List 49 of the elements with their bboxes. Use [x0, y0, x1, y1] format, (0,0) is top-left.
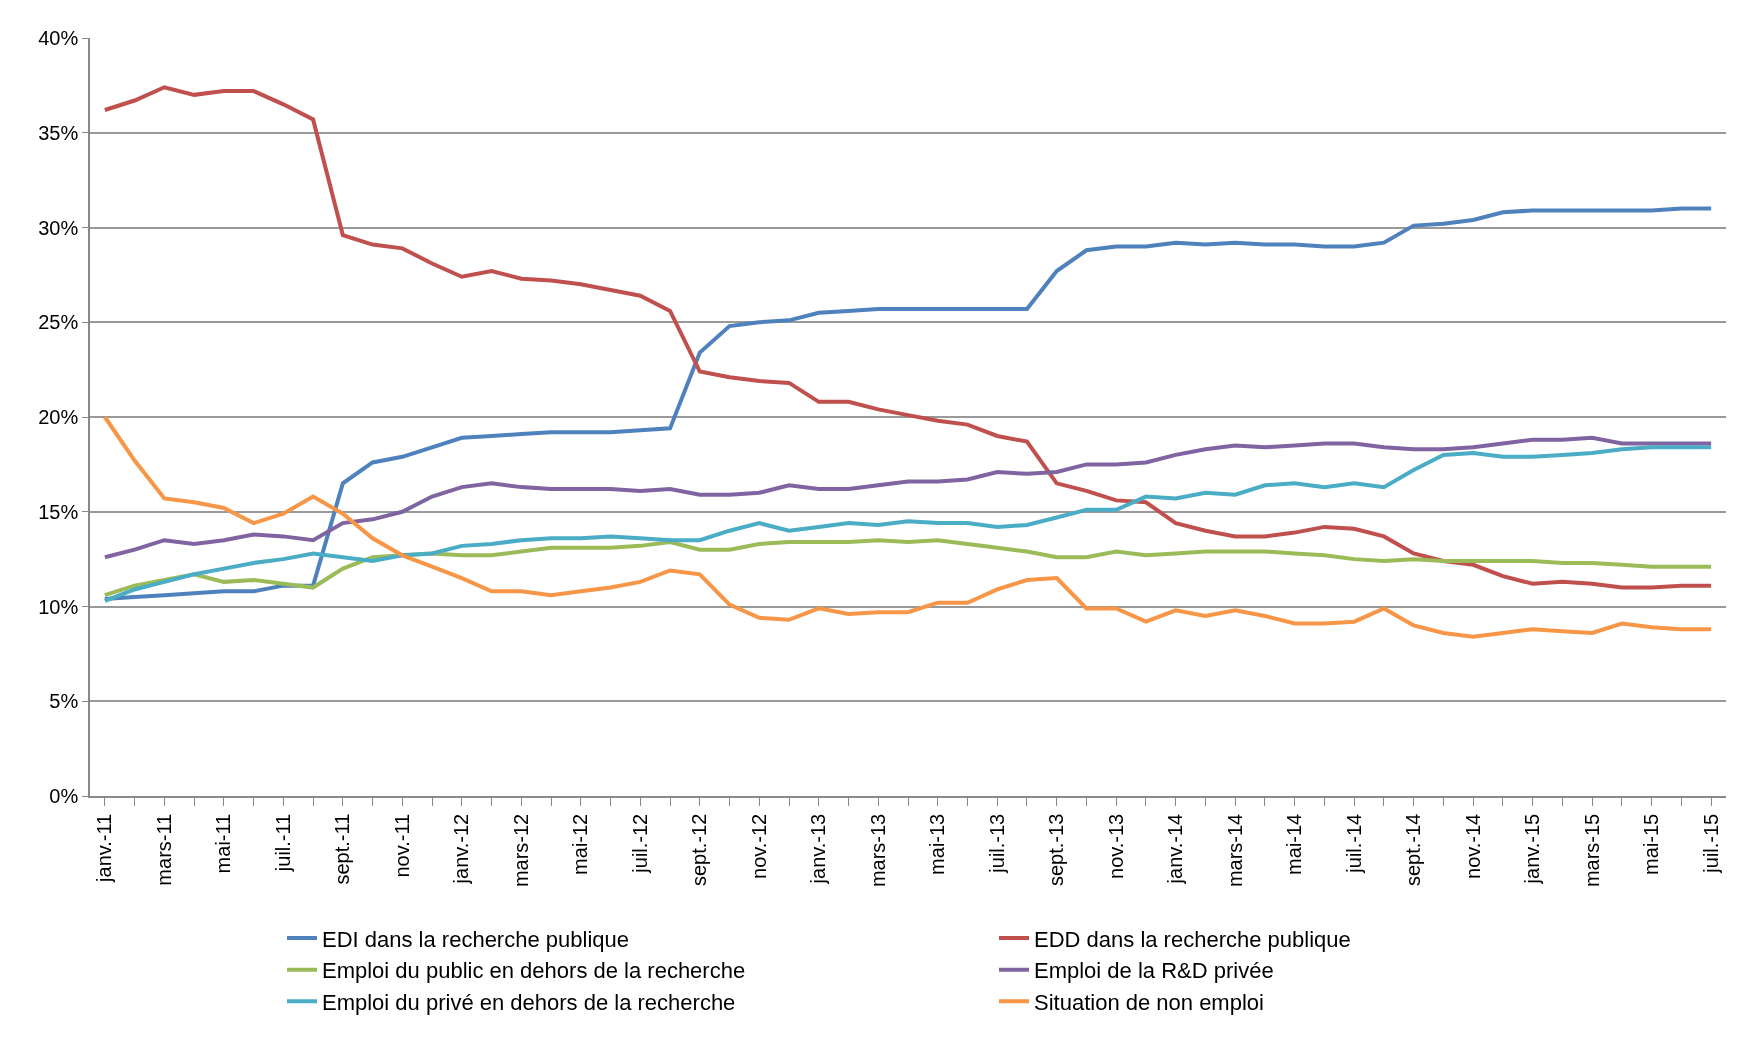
x-tick-label: mai-11	[212, 813, 235, 874]
x-tick-label: nov.-14	[1461, 813, 1484, 879]
x-tick-label: sept.-12	[688, 813, 711, 887]
x-tick-label: juil.-11	[271, 813, 294, 873]
y-tick-label: 10%	[38, 595, 79, 618]
legend-label: Emploi du public en dehors de la recherche	[322, 958, 746, 984]
legend-label: Situation de non emploi	[1034, 989, 1264, 1015]
x-tick-label: nov.-12	[747, 813, 770, 879]
x-tick-label: mars-13	[866, 813, 889, 888]
x-tick-label: juil.-15	[1699, 813, 1722, 874]
x-tick-label: janv.-14	[1164, 813, 1187, 885]
legend-label: Emploi du privé en dehors de la recherche	[322, 989, 736, 1015]
x-tick-label: mai-14	[1283, 813, 1306, 875]
x-tick-label: mars-12	[509, 813, 532, 888]
line-series	[102, 415, 1714, 639]
x-tick-label: sept.-13	[1045, 813, 1068, 887]
x-tick-label: mai-12	[569, 813, 592, 875]
legend-label: Emploi de la R&D privée	[1034, 958, 1274, 984]
x-tick-label: mars-11	[152, 813, 175, 886]
x-tick-label: mai-13	[926, 813, 949, 875]
legend-label: EDD dans la recherche publique	[1034, 926, 1351, 952]
y-tick-label: 35%	[38, 121, 79, 144]
x-tick-label: nov.-13	[1104, 813, 1127, 879]
y-tick-label: 30%	[38, 216, 79, 239]
line-series	[102, 445, 1714, 603]
x-tick-label: juil.-12	[628, 813, 651, 874]
x-tick-label: mars-14	[1223, 813, 1246, 888]
line-series	[102, 435, 1714, 560]
line-series	[102, 538, 1714, 598]
x-tick-label: sept.-11	[331, 813, 354, 885]
y-tick-label: 0%	[49, 785, 79, 807]
line-series	[102, 206, 1714, 601]
x-tick-label: sept.-14	[1402, 813, 1425, 887]
y-tick-label: 5%	[49, 690, 79, 713]
legend-label: EDI dans la recherche publique	[322, 926, 629, 952]
y-tick-label: 15%	[38, 500, 79, 523]
x-tick-label: janv.-15	[1521, 813, 1544, 885]
line-series	[102, 85, 1714, 590]
x-tick-label: mai-15	[1640, 813, 1663, 875]
x-tick-label: janv.-12	[450, 813, 473, 885]
y-tick-label: 25%	[38, 311, 79, 334]
x-tick-label: janv.-11	[93, 813, 116, 883]
x-tick-label: mars-15	[1580, 813, 1603, 888]
x-tick-label: juil.-14	[1342, 813, 1365, 874]
x-tick-label: juil.-13	[985, 813, 1008, 874]
x-tick-label: janv.-13	[807, 813, 830, 885]
y-tick-label: 20%	[38, 406, 79, 428]
y-tick-label: 40%	[38, 27, 79, 49]
x-tick-label: nov.-11	[390, 813, 413, 878]
